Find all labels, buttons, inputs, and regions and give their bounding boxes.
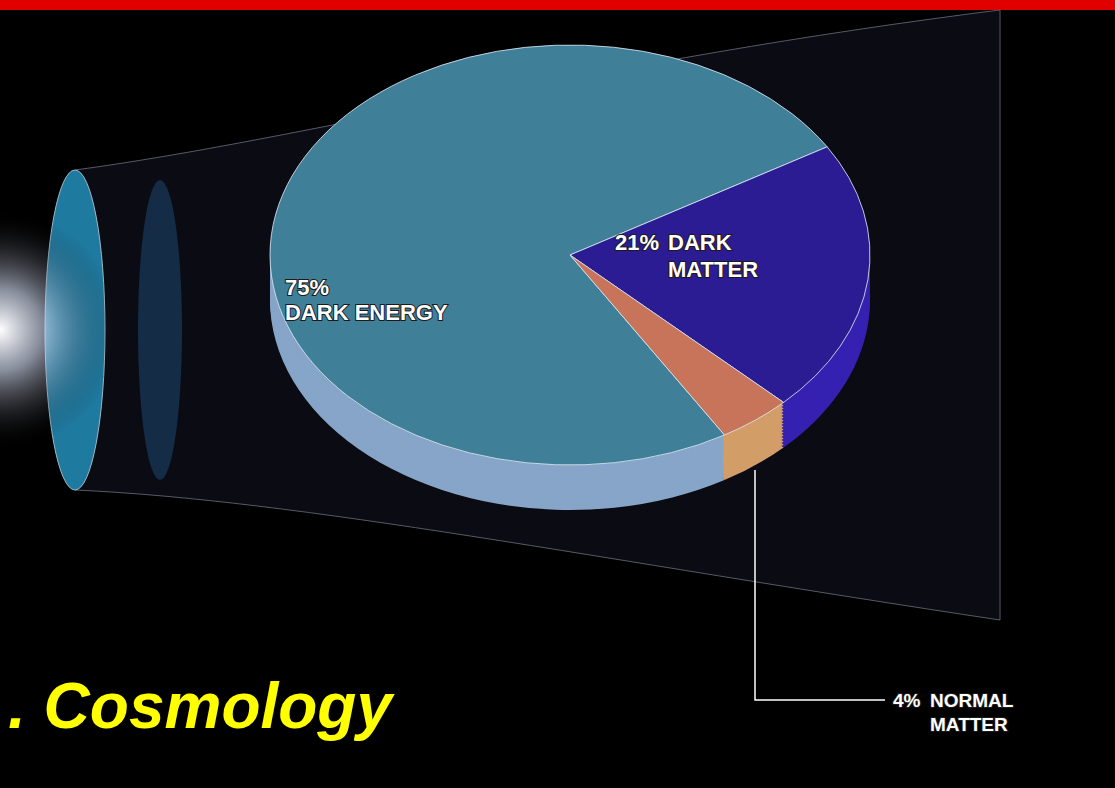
big-bang-glow [0, 210, 120, 450]
value-label: 4% [893, 690, 921, 711]
funnel [75, 10, 1000, 620]
pie-top [270, 45, 870, 465]
category-label: DARKMATTER [668, 230, 758, 282]
chart: 75%DARK ENERGY 21% DARKMATTER 4% NORMALMATTE… [0, 0, 1115, 788]
value-label: 21% [615, 230, 659, 255]
title: . Cosmology [8, 670, 395, 742]
top-band [0, 0, 1115, 10]
galaxy-band [138, 180, 182, 480]
plot-area [270, 45, 870, 510]
data-labels: 75%DARK ENERGY 21% DARKMATTER 4% NORMALMATTE… [285, 230, 1014, 735]
value-label: 75% [285, 275, 329, 300]
background [0, 0, 1115, 788]
decoration [0, 10, 1000, 620]
pie-slice [570, 255, 784, 435]
category-label: NORMALMATTER [930, 690, 1014, 735]
leader-line [755, 470, 885, 700]
category-label: DARK ENERGY [285, 300, 448, 325]
